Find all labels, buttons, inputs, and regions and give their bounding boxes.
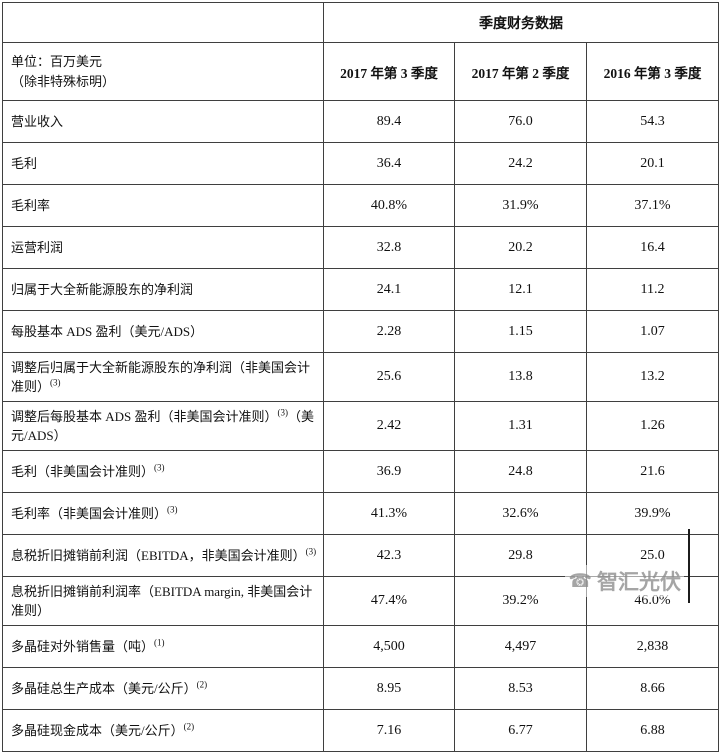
table-row: 每股基本 ADS 盈利（美元/ADS） 2.28 1.15 1.07 (2, 310, 719, 353)
value-cell: 41.3% (323, 492, 455, 535)
table-row: 营业收入 89.4 76.0 54.3 (2, 100, 719, 143)
value-cell: 4,500 (323, 625, 455, 668)
unit-label-line2: （除非特殊标明） (11, 73, 116, 89)
value-cell: 37.1% (586, 184, 719, 227)
footnote-marker: (2) (183, 721, 195, 732)
value-cell: 1.15 (454, 310, 587, 353)
value-cell: 8.66 (586, 667, 719, 710)
row-label: 营业收入 (2, 100, 324, 143)
value-cell: 11.2 (586, 268, 719, 311)
row-label: 息税折旧摊销前利润（EBITDA，非美国会计准则）(3) (2, 534, 324, 577)
row-label: 运营利润 (2, 226, 324, 269)
value-cell: 20.2 (454, 226, 587, 269)
value-cell: 13.2 (586, 352, 719, 402)
row-label: 归属于大全新能源股东的净利润 (2, 268, 324, 311)
value-cell: 16.4 (586, 226, 719, 269)
column-header-2017-q2: 2017 年第 2 季度 (454, 42, 587, 101)
row-label: 毛利率（非美国会计准则）(3) (2, 492, 324, 535)
value-cell: 2.42 (323, 401, 455, 451)
value-cell: 7.16 (323, 709, 455, 752)
column-header-2017-q3: 2017 年第 3 季度 (323, 42, 455, 101)
table-row: 归属于大全新能源股东的净利润 24.1 12.1 11.2 (2, 268, 719, 311)
value-cell: 32.6% (454, 492, 587, 535)
footnote-marker: (1) (154, 637, 165, 648)
unit-label-cell: 单位：百万美元 （除非特殊标明） (2, 42, 324, 101)
watermark-text: 智汇光伏 (597, 571, 681, 594)
value-cell: 4,497 (454, 625, 587, 668)
value-cell: 2.28 (323, 310, 455, 353)
value-cell: 76.0 (454, 100, 587, 143)
footnote-marker: (3) (277, 407, 289, 418)
value-cell: 42.3 (323, 534, 455, 577)
row-label: 调整后每股基本 ADS 盈利（非美国会计准则）(3)（美元/ADS） (2, 401, 324, 451)
table-row: 多晶硅现金成本（美元/公斤）(2) 7.16 6.77 6.88 (2, 709, 719, 752)
table-row: 毛利率（非美国会计准则）(3) 41.3% 32.6% 39.9% (2, 492, 719, 535)
column-header-row: 单位：百万美元 （除非特殊标明） 2017 年第 3 季度 2017 年第 2 … (2, 42, 719, 101)
table-row: 毛利（非美国会计准则）(3) 36.9 24.8 21.6 (2, 450, 719, 493)
unit-label-line1: 单位：百万美元 (11, 53, 103, 69)
value-cell: 54.3 (586, 100, 719, 143)
value-cell: 6.77 (454, 709, 587, 752)
value-cell: 31.9% (454, 184, 587, 227)
row-label: 多晶硅对外销售量（吨）(1) (2, 625, 324, 668)
value-cell: 24.2 (454, 142, 587, 185)
value-cell: 1.26 (586, 401, 719, 451)
table-row: 息税折旧摊销前利润（EBITDA，非美国会计准则）(3) 42.3 29.8 25.0 (2, 534, 719, 577)
watermark-divider-line (688, 529, 690, 603)
value-cell: 40.8% (323, 184, 455, 227)
table-row: 调整后每股基本 ADS 盈利（非美国会计准则）(3)（美元/ADS） 2.42 1.… (2, 401, 719, 451)
value-cell: 1.31 (454, 401, 587, 451)
table-row: 调整后归属于大全新能源股东的净利润（非美国会计准则）(3) 25.6 13.8 13.… (2, 352, 719, 402)
value-cell: 25.6 (323, 352, 455, 402)
footnote-marker: (3) (305, 546, 317, 557)
value-cell: 29.8 (454, 534, 587, 577)
footnote-marker: (3) (167, 504, 178, 515)
value-cell: 32.8 (323, 226, 455, 269)
value-cell: 8.95 (323, 667, 455, 710)
value-cell: 2,838 (586, 625, 719, 668)
row-label: 毛利率 (2, 184, 324, 227)
value-cell: 39.9% (586, 492, 719, 535)
table-row: 多晶硅对外销售量（吨）(1) 4,500 4,497 2,838 (2, 625, 719, 668)
footnote-marker: (3) (50, 377, 61, 388)
row-label: 毛利 (2, 142, 324, 185)
value-cell: 89.4 (323, 100, 455, 143)
column-header-2016-q3: 2016 年第 3 季度 (586, 42, 719, 101)
table-title: 季度财务数据 (323, 2, 719, 43)
row-label: 多晶硅总生产成本（美元/公斤）(2) (2, 667, 324, 710)
table-title-row: 季度财务数据 (2, 2, 719, 43)
value-cell: 47.4% (323, 576, 455, 626)
value-cell: 36.4 (323, 142, 455, 185)
table-row: 多晶硅总生产成本（美元/公斤）(2) 8.95 8.53 8.66 (2, 667, 719, 710)
value-cell: 13.8 (454, 352, 587, 402)
value-cell: 21.6 (586, 450, 719, 493)
value-cell: 1.07 (586, 310, 719, 353)
value-cell: 20.1 (586, 142, 719, 185)
phone-icon: ☎ (568, 570, 592, 592)
footnote-marker: (2) (196, 679, 208, 690)
row-label: 息税折旧摊销前利润率（EBITDA margin, 非美国会计准则） (2, 576, 324, 626)
value-cell: 6.88 (586, 709, 719, 752)
watermark: ☎ 智汇光伏 (565, 565, 684, 597)
table-row: 毛利率 40.8% 31.9% 37.1% (2, 184, 719, 227)
corner-empty-cell (2, 2, 324, 43)
row-label: 每股基本 ADS 盈利（美元/ADS） (2, 310, 324, 353)
value-cell: 36.9 (323, 450, 455, 493)
row-label: 毛利（非美国会计准则）(3) (2, 450, 324, 493)
table-row: 运营利润 32.8 20.2 16.4 (2, 226, 719, 269)
row-label: 多晶硅现金成本（美元/公斤）(2) (2, 709, 324, 752)
value-cell: 24.1 (323, 268, 455, 311)
table-row: 毛利 36.4 24.2 20.1 (2, 142, 719, 185)
value-cell: 8.53 (454, 667, 587, 710)
value-cell: 12.1 (454, 268, 587, 311)
row-label: 调整后归属于大全新能源股东的净利润（非美国会计准则）(3) (2, 352, 324, 402)
value-cell: 24.8 (454, 450, 587, 493)
footnote-marker: (3) (154, 462, 165, 473)
